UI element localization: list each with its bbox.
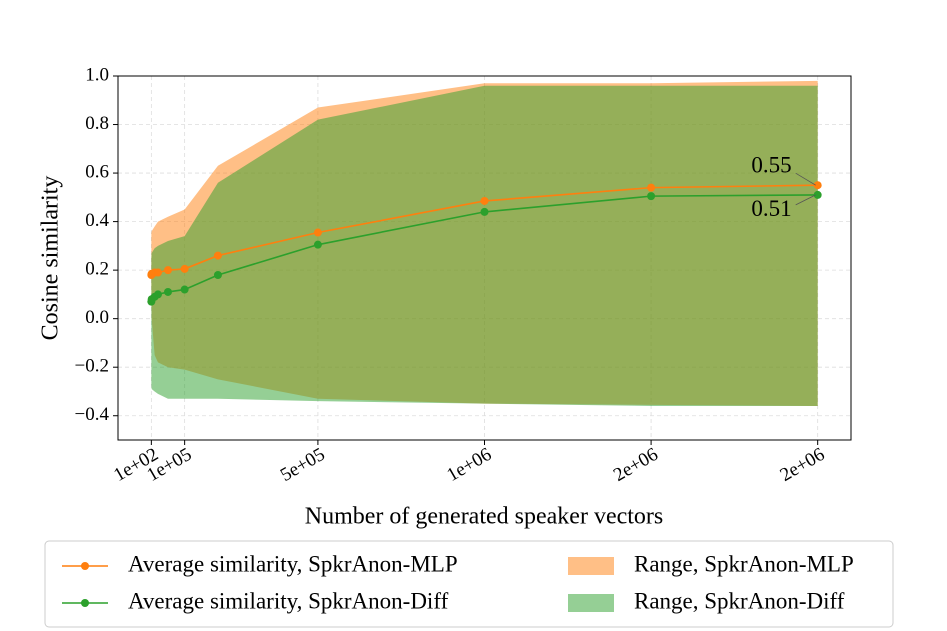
marker (153, 290, 162, 299)
legend-label: Range, SpkrAnon-MLP (634, 551, 854, 576)
legend-patch (568, 594, 614, 612)
y-tick-label: −0.4 (75, 404, 110, 425)
legend-marker (81, 599, 89, 607)
legend-label: Average similarity, SpkrAnon-Diff (128, 588, 449, 613)
x-tick-label: 2e+06 (610, 444, 662, 486)
y-axis-label: Cosine similarity (38, 176, 64, 341)
y-tick-label: 0.0 (85, 307, 109, 328)
marker (313, 228, 322, 237)
marker (480, 207, 489, 216)
marker (163, 287, 172, 296)
marker (213, 251, 222, 260)
x-axis-label: Number of generated speaker vectors (305, 504, 664, 530)
annotation: 0.55 (751, 152, 791, 177)
legend-label: Average similarity, SpkrAnon-MLP (128, 551, 458, 576)
legend: Average similarity, SpkrAnon-MLP Average … (44, 540, 894, 628)
marker (480, 196, 489, 205)
annotation: 0.51 (751, 196, 791, 221)
marker (813, 181, 822, 190)
x-tick-label: 1e+06 (443, 444, 495, 486)
marker (153, 268, 162, 277)
y-tick-label: 0.6 (85, 161, 109, 182)
marker (213, 270, 222, 279)
legend-patch (568, 557, 614, 575)
range-area (151, 85, 818, 407)
y-tick-label: 0.8 (85, 113, 109, 134)
annotation-leader (795, 194, 816, 206)
y-tick-label: 0.2 (85, 258, 109, 279)
marker (313, 240, 322, 249)
annotation-leader (795, 172, 816, 186)
y-tick-label: −0.2 (75, 356, 109, 377)
y-tick-label: 0.4 (85, 210, 109, 231)
x-tick-label: 5e+05 (277, 444, 329, 486)
marker (180, 264, 189, 273)
marker (813, 190, 822, 199)
plot-frame (117, 75, 852, 441)
marker (180, 285, 189, 294)
legend-box (44, 540, 894, 628)
y-tick-label: 1.0 (85, 64, 109, 85)
x-tick-label: 2e+06 (777, 444, 829, 486)
marker (647, 183, 656, 192)
marker (647, 192, 656, 201)
legend-marker (81, 562, 89, 570)
marker (163, 266, 172, 275)
legend-label: Range, SpkrAnon-Diff (634, 588, 845, 613)
